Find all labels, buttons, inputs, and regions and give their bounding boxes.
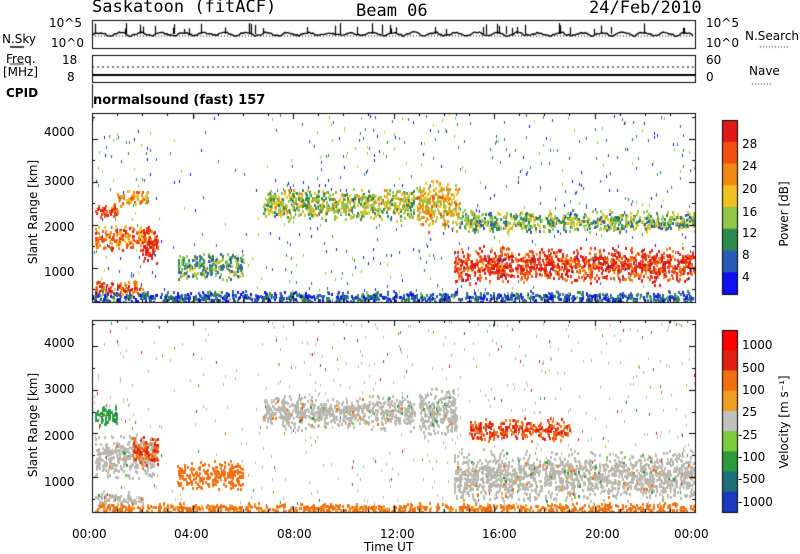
cpid-label: CPID bbox=[6, 86, 39, 100]
vel-ytick-1000: 1000 bbox=[44, 475, 75, 489]
beam-label: Beam 06 bbox=[356, 1, 428, 21]
power-cbar-tick-12: 12 bbox=[742, 226, 758, 240]
vel-cbar-tick-500: 500 bbox=[742, 361, 765, 375]
freq-tick-low: 8 bbox=[67, 70, 75, 84]
vel-ylabel: Slant Range [km] bbox=[26, 372, 40, 478]
vel-cbar-tick-1000: 1000 bbox=[742, 338, 773, 352]
vel-cbar-tick-25: 25 bbox=[742, 405, 758, 419]
freq-tick-high: 18 bbox=[62, 53, 78, 67]
vel-cbar-tick-100: 100 bbox=[742, 383, 765, 397]
power-ytick-3000: 3000 bbox=[44, 174, 75, 188]
vel-ytick-2000: 2000 bbox=[44, 429, 75, 443]
power-ytick-1000: 1000 bbox=[44, 265, 75, 279]
xaxis-label: Time UT bbox=[364, 540, 414, 554]
vel-ytick-4000: 4000 bbox=[44, 336, 75, 350]
vel-cbar-tick-neg1000: -1000 bbox=[738, 495, 773, 509]
xtick-2000: 20:00 bbox=[585, 527, 620, 541]
power-ytick-2000: 2000 bbox=[44, 220, 75, 234]
xtick-1200: 12:00 bbox=[380, 527, 415, 541]
nsearch-tick-high: 10^5 bbox=[706, 16, 739, 30]
xtick-0000-end: 00:00 bbox=[674, 527, 709, 541]
nsearch-tick-low: 10^0 bbox=[706, 36, 739, 50]
date-label: 24/Feb/2010 bbox=[589, 0, 702, 18]
vel-cbar-tick-neg100: -100 bbox=[738, 450, 766, 464]
xtick-0800: 08:00 bbox=[277, 527, 312, 541]
nsky-tick-high: 10^5 bbox=[49, 16, 82, 30]
freq-label: Freq. bbox=[6, 52, 36, 66]
nsearch-label: N.Search bbox=[745, 29, 800, 43]
cpid-value: normalsound (fast) 157 bbox=[93, 93, 266, 108]
nave-label: Nave bbox=[749, 64, 780, 78]
power-cbar-tick-20: 20 bbox=[742, 182, 758, 196]
xtick-0400: 04:00 bbox=[174, 527, 209, 541]
xtick-0000: 00:00 bbox=[72, 527, 107, 541]
power-ytick-4000: 4000 bbox=[44, 125, 75, 139]
vel-cbar-tick-neg500: -500 bbox=[738, 472, 766, 486]
nsky-tick-low: 10^0 bbox=[51, 36, 84, 50]
freq-unit: [MHz] bbox=[3, 65, 39, 79]
power-cbar-tick-28: 28 bbox=[742, 137, 758, 151]
nave-tick-low: 0 bbox=[706, 70, 714, 84]
nsky-label: N.Sky bbox=[2, 32, 37, 46]
nave-tick-high: 60 bbox=[706, 53, 722, 67]
power-cbar-tick-16: 16 bbox=[742, 205, 758, 219]
xtick-1600: 16:00 bbox=[482, 527, 517, 541]
vel-ytick-3000: 3000 bbox=[44, 382, 75, 396]
station-title: Saskatoon (fitACF) bbox=[92, 0, 277, 17]
power-cbar-tick-4: 4 bbox=[742, 270, 750, 284]
vel-cbar-label: Velocity [m s⁻¹] bbox=[777, 375, 791, 469]
vel-cbar-tick-neg25: -25 bbox=[738, 428, 758, 442]
power-cbar-tick-24: 24 bbox=[742, 159, 758, 173]
power-cbar-label: Power [dB] bbox=[777, 181, 791, 247]
power-ylabel: Slant Range [km] bbox=[26, 159, 40, 265]
power-cbar-tick-8: 8 bbox=[742, 248, 750, 262]
